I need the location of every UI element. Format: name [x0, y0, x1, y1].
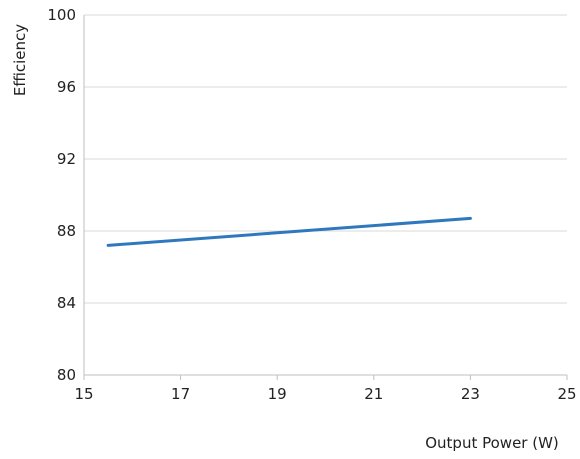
series-group — [106, 216, 472, 247]
x-tick-label: 17 — [171, 385, 190, 403]
y-tick-labels: 80 84 88 92 96 100 — [47, 6, 76, 384]
x-tick-label: 19 — [268, 385, 287, 403]
y-tick-label: 84 — [57, 294, 76, 312]
series-line-0 — [106, 216, 472, 247]
x-axis-label: Output Power (W) — [425, 434, 559, 452]
x-tick-label: 25 — [557, 385, 576, 403]
y-tick-label: 92 — [57, 150, 76, 168]
x-tick-label: 21 — [364, 385, 383, 403]
y-tick-label: 80 — [57, 366, 76, 384]
x-tick-label: 15 — [74, 385, 93, 403]
y-tick-label: 100 — [47, 6, 76, 24]
axes — [83, 15, 568, 380]
y-tick-label: 96 — [57, 78, 76, 96]
y-axis-label: Efficiency — [11, 24, 29, 96]
x-tick-labels: 15 17 19 21 23 25 — [74, 385, 576, 403]
grid-lines — [84, 14, 567, 304]
x-tick-label: 23 — [461, 385, 480, 403]
y-tick-label: 88 — [57, 222, 76, 240]
